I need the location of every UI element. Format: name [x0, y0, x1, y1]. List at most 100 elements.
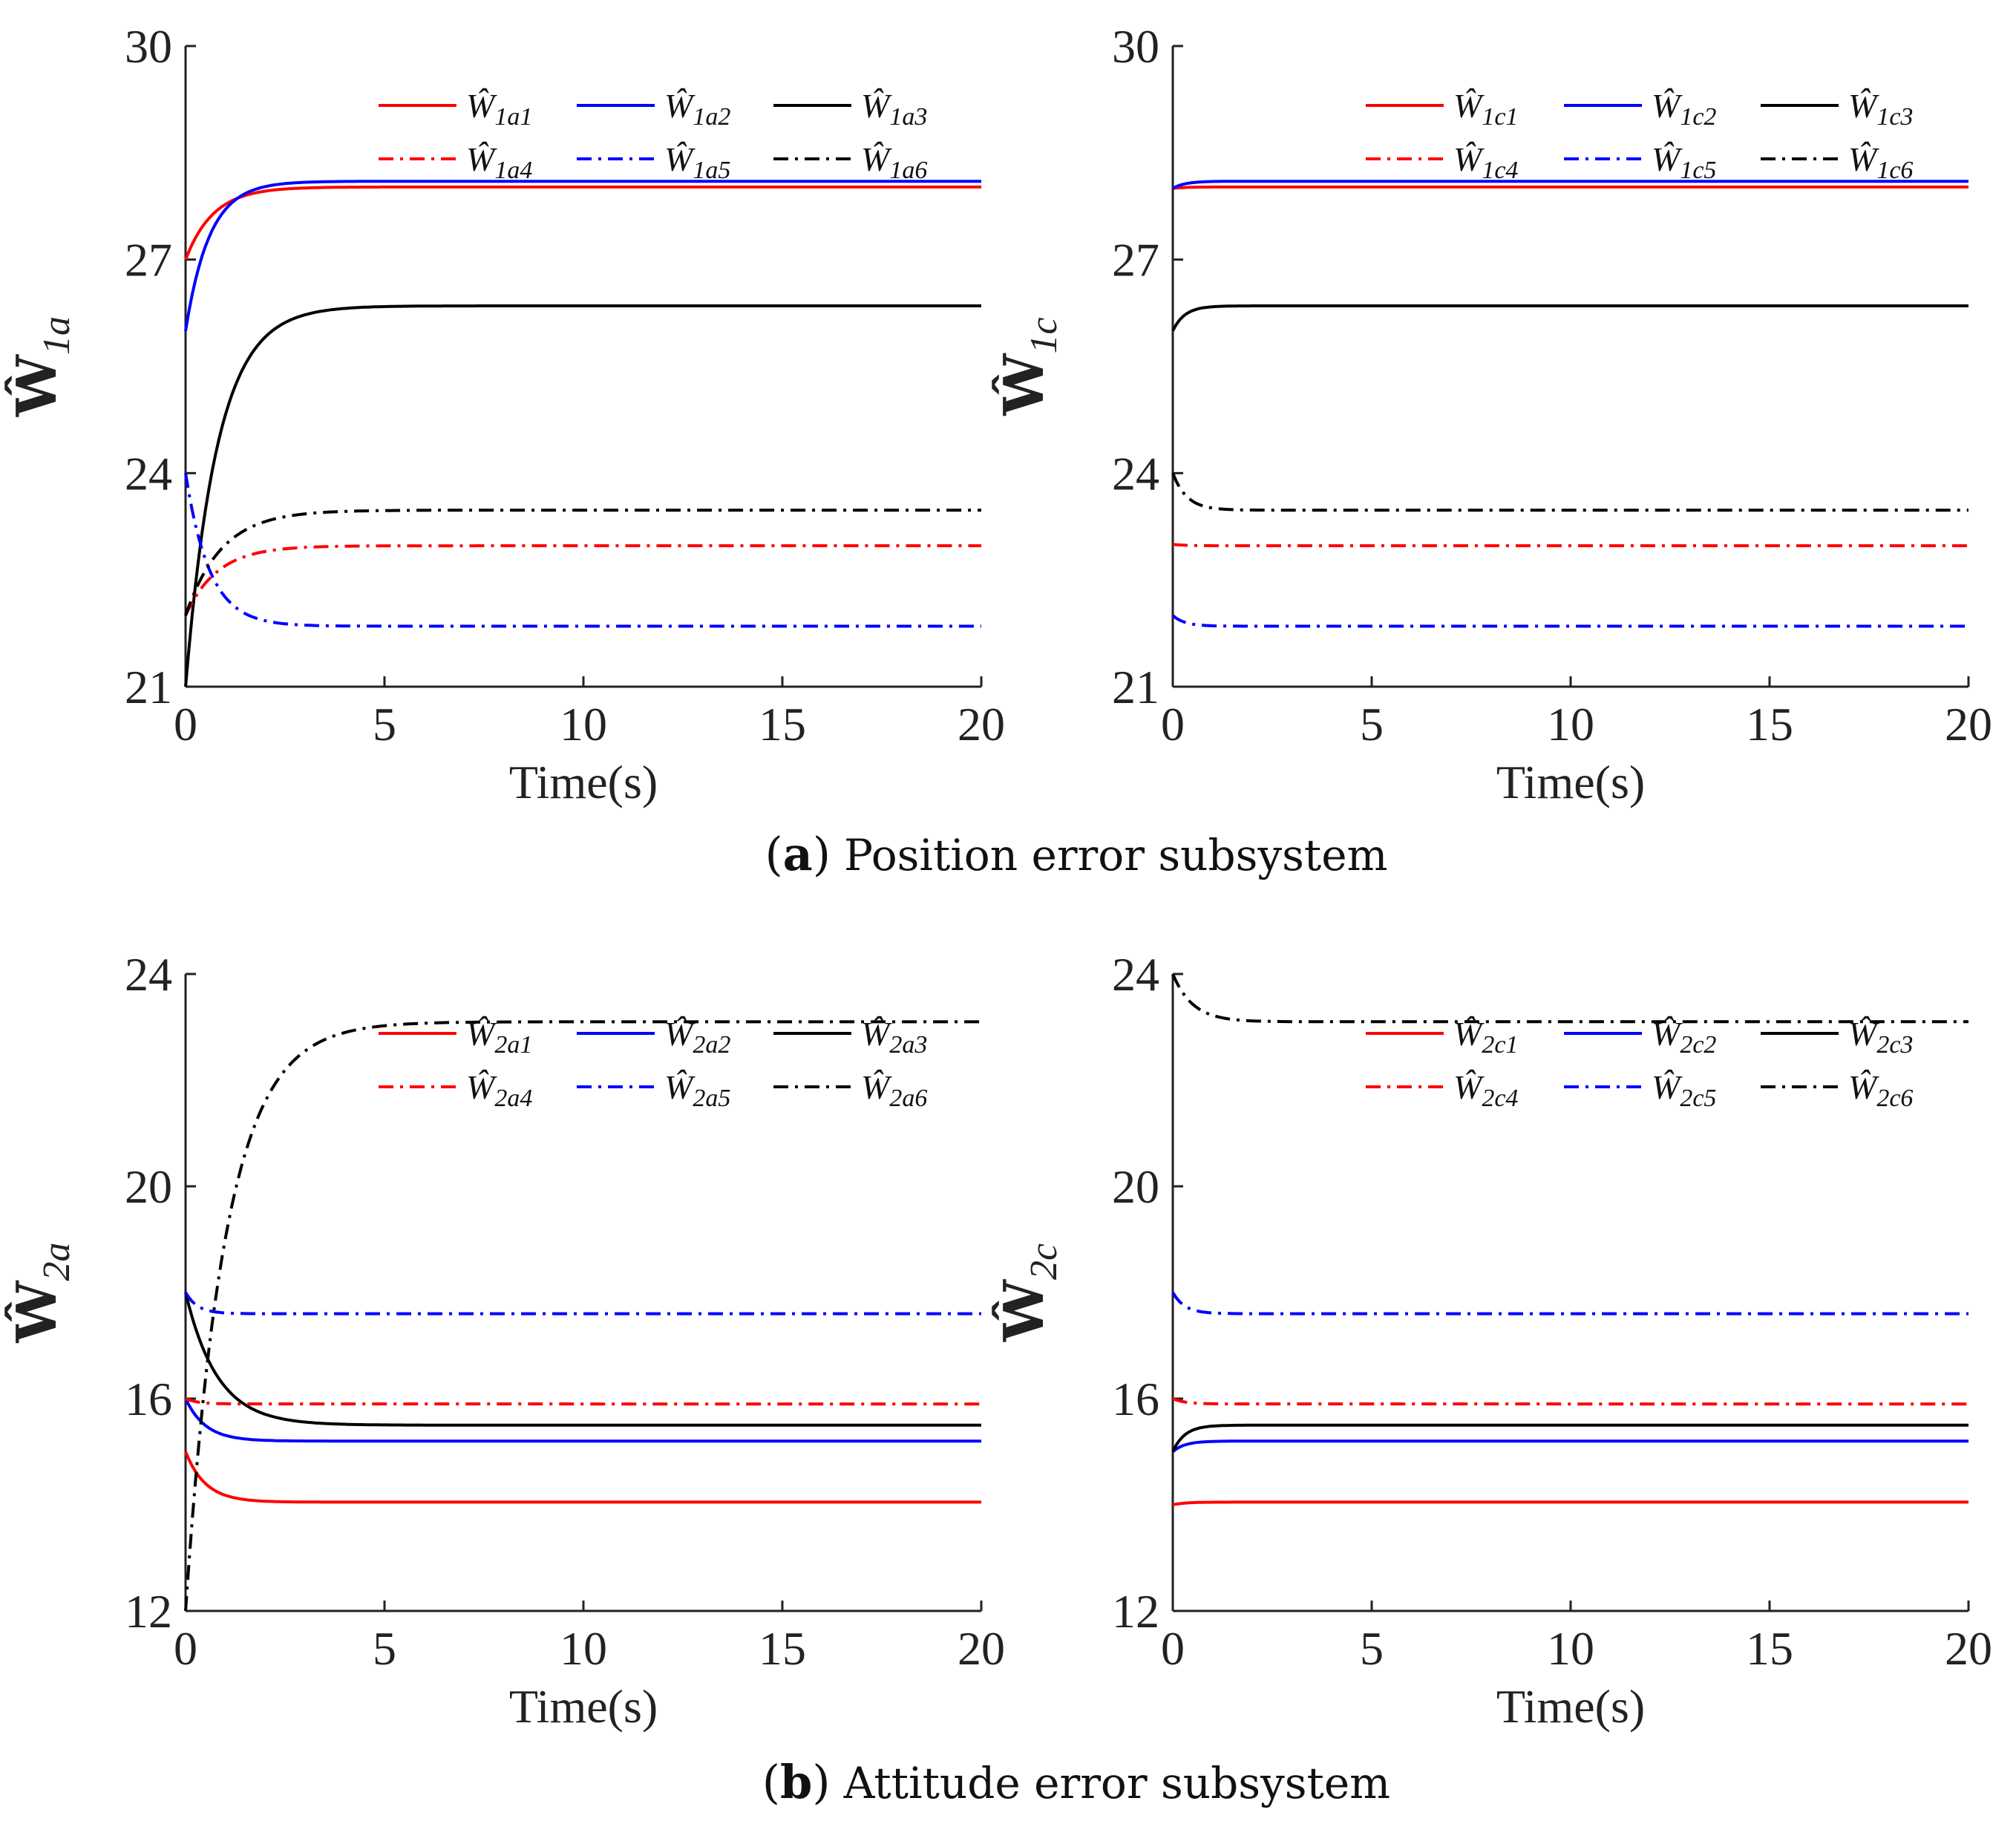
- series-line-1c3: [1171, 304, 1968, 332]
- y-axis-label: Ŵ2c: [991, 1243, 1065, 1342]
- y-tick-label: 30: [125, 20, 172, 73]
- legend: Ŵ2c1 Ŵ2c2 Ŵ2c3 Ŵ2c4 Ŵ2c5 Ŵ2c6: [1366, 1015, 1913, 1112]
- x-tick-label: 10: [560, 698, 607, 751]
- legend: Ŵ1c1 Ŵ1c2 Ŵ1c3 Ŵ1c4 Ŵ1c5 Ŵ1c6: [1366, 87, 1913, 184]
- y-tick-label: 24: [125, 447, 172, 500]
- y-tick-label: 21: [1112, 661, 1159, 713]
- y-tick-label: 30: [1112, 20, 1159, 73]
- legend-label-2c3: Ŵ2c3: [1848, 1015, 1913, 1059]
- y-tick-label: 21: [125, 661, 172, 713]
- legend-label-2c6: Ŵ2c6: [1848, 1068, 1913, 1112]
- x-axis-label: Time(s): [1496, 1680, 1645, 1733]
- chart-panel-2: 0 5 10 15 20 21 24 27 30 Time(s) Ŵ1c Ŵ1c1 Ŵ1c2 Ŵ1c3 Ŵ1…: [991, 20, 1992, 808]
- series-line-2a6: [184, 1020, 981, 1612]
- caption-b-letter: b: [780, 1755, 812, 1809]
- x-axis-label: Time(s): [1496, 756, 1645, 808]
- y-axis-label: Ŵ2a: [4, 1242, 78, 1343]
- legend-label-1a6: Ŵ1a6: [861, 140, 927, 184]
- series-line-1c5: [1171, 614, 1968, 628]
- legend-label-1c3: Ŵ1c3: [1848, 87, 1913, 131]
- x-tick-label: 15: [1746, 698, 1793, 751]
- series-line-1a3: [184, 304, 981, 687]
- legend: Ŵ1a1 Ŵ1a2 Ŵ1a3 Ŵ1a4 Ŵ1a5 Ŵ1a6: [379, 87, 927, 184]
- y-tick-label: 16: [125, 1373, 172, 1425]
- y-axis-label: Ŵ1c: [991, 317, 1065, 416]
- x-tick-label: 20: [958, 698, 1005, 751]
- x-tick-label: 0: [174, 1622, 197, 1675]
- y-tick-label: 16: [1112, 1373, 1159, 1425]
- series-line-2a4: [185, 1397, 981, 1406]
- legend-label-2a2: Ŵ2a2: [664, 1015, 730, 1059]
- legend-label-1a2: Ŵ1a2: [664, 87, 730, 131]
- y-tick-label: 24: [1112, 447, 1159, 500]
- series-line-1a1: [184, 185, 981, 261]
- x-tick-label: 5: [1360, 1622, 1384, 1675]
- x-tick-label: 10: [1547, 698, 1594, 751]
- legend-label-1c2: Ŵ1c2: [1652, 87, 1716, 131]
- series-line-2c4: [1172, 1397, 1968, 1406]
- series-line-1c1: [1172, 185, 1968, 190]
- legend-label-1a1: Ŵ1a1: [466, 87, 532, 131]
- svg-text:(a) Position error subsy: (a) Position error subsystem: [765, 827, 1387, 881]
- series-line-2c2: [1171, 1439, 1968, 1454]
- legend-label-1c1: Ŵ1c1: [1453, 87, 1518, 131]
- series-line-2c6: [1171, 973, 1968, 1024]
- series-line-2a1: [184, 1451, 981, 1504]
- series-line-1a6: [184, 509, 981, 616]
- legend-label-1a5: Ŵ1a5: [664, 140, 730, 184]
- legend-label-2c1: Ŵ2c1: [1453, 1015, 1518, 1059]
- series-line-2a2: [184, 1398, 981, 1443]
- series-line-1c2: [1172, 180, 1968, 190]
- x-tick-label: 5: [1360, 698, 1384, 751]
- x-tick-label: 15: [759, 698, 806, 751]
- x-axis-label: Time(s): [509, 756, 658, 808]
- legend-label-1c6: Ŵ1c6: [1848, 140, 1913, 184]
- series-line-1a5: [184, 472, 981, 628]
- caption-b: (b) Attitude error subsystem: [762, 1755, 1390, 1809]
- caption-a-text: Position error subsystem: [844, 830, 1388, 880]
- x-tick-label: 20: [1945, 698, 1992, 751]
- x-tick-label: 0: [1161, 698, 1185, 751]
- y-tick-label: 27: [1112, 234, 1159, 287]
- panels: 0 5 10 15 20 21 24 27 30 Time(s) Ŵ1a Ŵ1a1 Ŵ1a2 Ŵ1a3 Ŵ1…: [4, 20, 1992, 1733]
- legend-label-2c5: Ŵ2c5: [1652, 1068, 1716, 1112]
- series-line-1a2: [184, 180, 981, 331]
- svg-text:(b) Attitude error subsy: (b) Attitude error subsystem: [762, 1755, 1390, 1809]
- x-axis-label: Time(s): [509, 1680, 658, 1733]
- y-tick-label: 24: [1112, 948, 1159, 1001]
- series-line-1c6: [1171, 472, 1968, 512]
- series-line-1a4: [184, 544, 981, 616]
- legend: Ŵ2a1 Ŵ2a2 Ŵ2a3 Ŵ2a4 Ŵ2a5 Ŵ2a6: [379, 1015, 927, 1112]
- x-tick-label: 0: [1161, 1622, 1185, 1675]
- legend-label-2a4: Ŵ2a4: [466, 1068, 532, 1112]
- legend-label-1c4: Ŵ1c4: [1453, 140, 1518, 184]
- series-line-2a3: [184, 1292, 981, 1427]
- caption-a-letter: a: [783, 827, 813, 881]
- x-tick-label: 10: [560, 1622, 607, 1675]
- y-tick-label: 20: [125, 1160, 172, 1213]
- y-tick-label: 24: [125, 948, 172, 1001]
- series-line-2c5: [1171, 1291, 1968, 1315]
- y-tick-label: 12: [125, 1585, 172, 1638]
- x-tick-label: 15: [759, 1622, 806, 1675]
- legend-label-2c2: Ŵ2c2: [1652, 1015, 1716, 1059]
- caption-a: (a) Position error subsystem: [765, 827, 1387, 881]
- y-axis-label: Ŵ1a: [4, 316, 78, 417]
- legend-label-2c4: Ŵ2c4: [1453, 1068, 1518, 1112]
- caption-b-text: Attitude error subsystem: [843, 1758, 1391, 1808]
- x-tick-label: 0: [174, 698, 197, 751]
- x-tick-label: 20: [958, 1622, 1005, 1675]
- legend-label-2a6: Ŵ2a6: [861, 1068, 927, 1112]
- series-line-1c4: [1172, 543, 1968, 548]
- legend-label-2a5: Ŵ2a5: [664, 1068, 730, 1112]
- x-tick-label: 5: [373, 1622, 396, 1675]
- series-line-2c1: [1172, 1500, 1968, 1506]
- x-tick-label: 20: [1945, 1622, 1992, 1675]
- x-tick-label: 5: [373, 698, 396, 751]
- legend-label-1a3: Ŵ1a3: [861, 87, 927, 131]
- x-tick-label: 10: [1547, 1622, 1594, 1675]
